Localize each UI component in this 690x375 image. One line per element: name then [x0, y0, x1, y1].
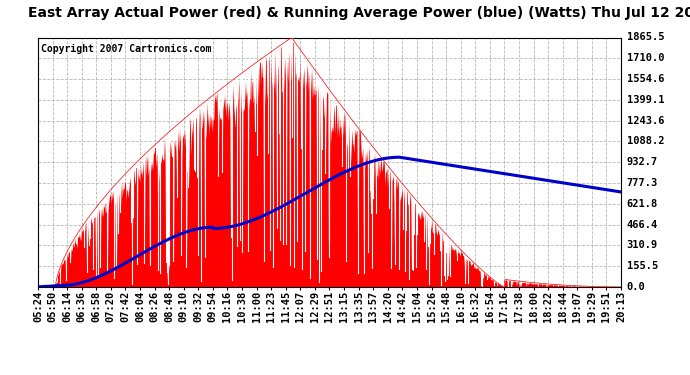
- Text: 1243.6: 1243.6: [627, 116, 664, 126]
- Text: 1554.6: 1554.6: [627, 74, 664, 84]
- Text: 310.9: 310.9: [627, 240, 658, 250]
- Text: 1865.5: 1865.5: [627, 33, 664, 42]
- Text: 777.3: 777.3: [627, 178, 658, 188]
- Text: 1710.0: 1710.0: [627, 53, 664, 63]
- Text: 0.0: 0.0: [627, 282, 645, 292]
- Text: 155.5: 155.5: [627, 261, 658, 271]
- Text: East Array Actual Power (red) & Running Average Power (blue) (Watts) Thu Jul 12 : East Array Actual Power (red) & Running …: [28, 6, 690, 20]
- Text: 932.7: 932.7: [627, 157, 658, 167]
- Text: 1088.2: 1088.2: [627, 136, 664, 146]
- Text: 621.8: 621.8: [627, 199, 658, 209]
- Text: Copyright 2007 Cartronics.com: Copyright 2007 Cartronics.com: [41, 44, 211, 54]
- Text: 466.4: 466.4: [627, 219, 658, 230]
- Text: 1399.1: 1399.1: [627, 95, 664, 105]
